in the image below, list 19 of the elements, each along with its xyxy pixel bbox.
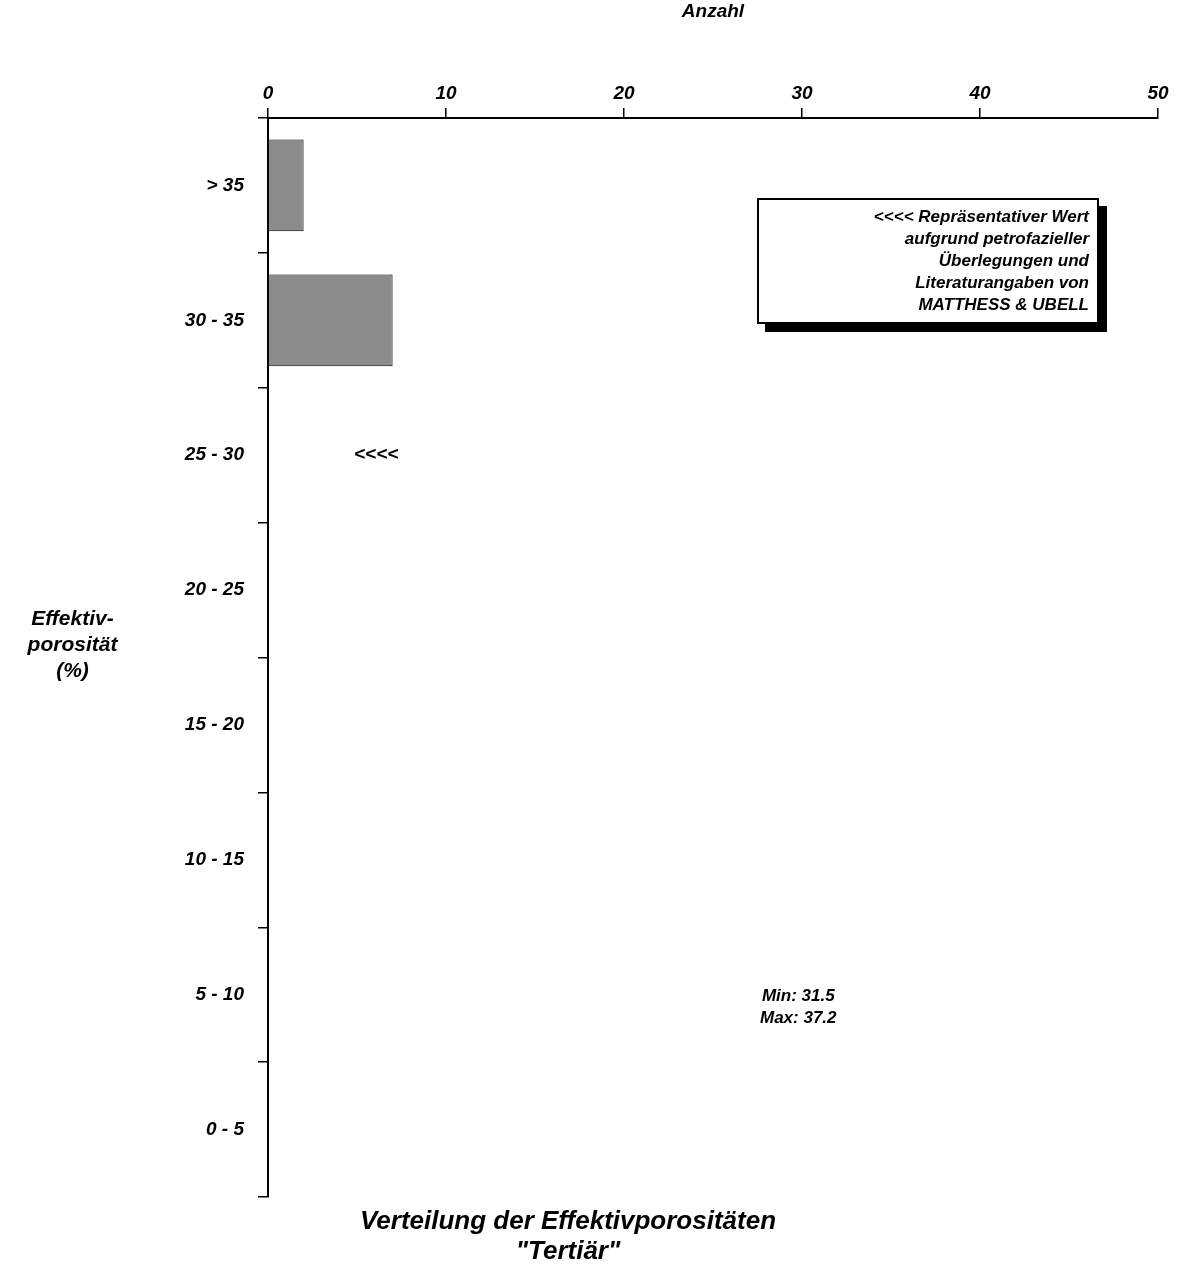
y-tick-label: 30 - 35 bbox=[184, 308, 245, 330]
x-tick-label: 30 bbox=[791, 81, 813, 103]
text: Verteilung der Effektivporositäten "Tertiär" bbox=[358, 1205, 778, 1265]
y-axis-title: Effektiv- porosität (%) bbox=[26, 605, 119, 683]
y-tick-label: > 35 bbox=[206, 173, 245, 195]
x-tick-label: 50 bbox=[1147, 81, 1169, 103]
x-axis-title: Anzahl bbox=[680, 0, 745, 21]
x-tick-label: 0 bbox=[262, 81, 274, 103]
annotation: <<<< bbox=[354, 443, 399, 465]
annotation: Min: 31.5 Max: 37.2 bbox=[760, 985, 837, 1029]
y-tick-label: 5 - 10 bbox=[195, 982, 245, 1004]
y-tick-label: 25 - 30 bbox=[183, 443, 245, 465]
x-tick-label: 20 bbox=[612, 81, 635, 103]
y-tick-label: 20 - 25 bbox=[183, 578, 245, 600]
y-tick-label: 15 - 20 bbox=[184, 713, 245, 735]
y-tick-label: 10 - 15 bbox=[184, 848, 245, 870]
x-tick-label: 10 bbox=[435, 81, 457, 103]
y-tick-label: 0 - 5 bbox=[205, 1117, 245, 1139]
x-tick-label: 40 bbox=[968, 81, 991, 103]
